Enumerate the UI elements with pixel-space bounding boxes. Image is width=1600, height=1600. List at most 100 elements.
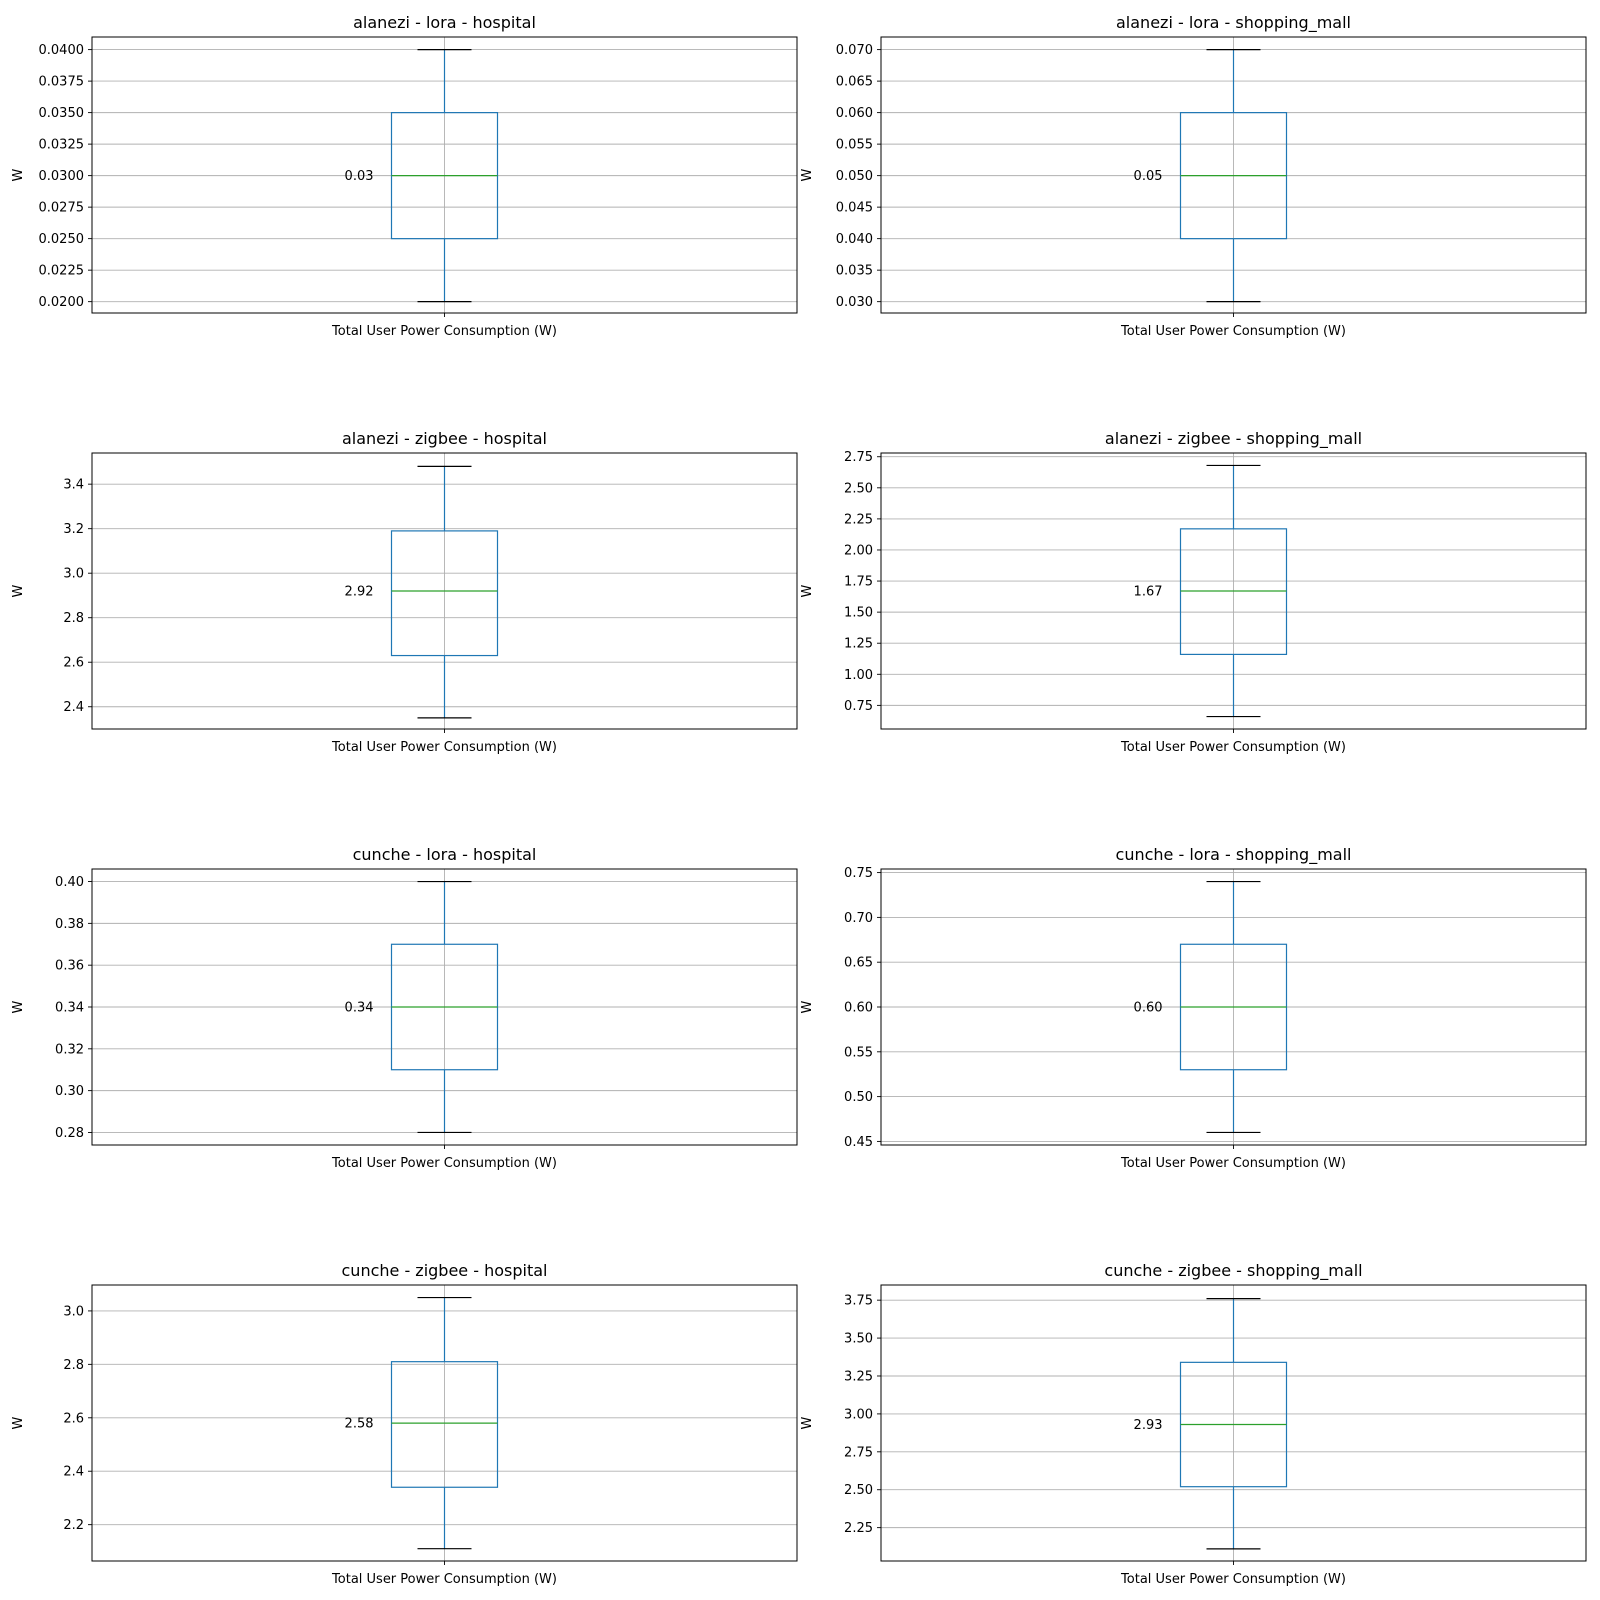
y-tick-label: 0.34 [55,1001,84,1016]
x-tick-label: Total User Power Consumption (W) [331,1572,557,1587]
y-axis-label: W [800,1000,815,1013]
y-tick-label: 3.00 [844,1407,873,1422]
y-tick-label: 2.75 [844,450,873,465]
y-tick-label: 0.50 [844,1090,873,1105]
y-tick-label: 0.0300 [39,169,85,184]
y-axis-label: W [800,1416,815,1429]
subplot-title: alanezi - lora - shopping_mall [1116,13,1351,33]
y-tick-label: 0.0375 [39,75,85,90]
y-axis-label: W [11,584,26,597]
x-tick-label: Total User Power Consumption (W) [1120,740,1346,755]
y-tick-label: 1.25 [844,637,873,652]
y-tick-label: 2.00 [844,543,873,558]
y-tick-label: 0.050 [836,169,873,184]
y-tick-label: 1.50 [844,606,873,621]
median-label: 0.60 [1134,1001,1163,1016]
iqr-box [390,1361,499,1488]
y-tick-label: 0.055 [836,138,873,153]
y-tick-label: 0.045 [836,201,873,216]
subplot-3: 2.4 2.6 2.8 3.0 3.2 3.4 2.92 Total User Power C… [11,429,798,755]
median-label: 0.05 [1134,169,1163,184]
subplot-5: 0.28 0.30 0.32 0.34 0.36 0.38 0.40 0.34 Total Us… [11,845,798,1171]
y-tick-label: 2.6 [63,656,84,671]
y-tick-label: 1.00 [844,668,873,683]
y-tick-label: 2.25 [844,1521,873,1536]
y-tick-label: 2.75 [844,1445,873,1460]
median-label: 0.03 [345,169,374,184]
y-tick-label: 0.40 [55,875,84,890]
y-tick-label: 3.0 [63,1304,84,1319]
y-tick-label: 0.0250 [39,232,85,247]
subplot-title: cunche - lora - shopping_mall [1116,845,1352,865]
y-tick-label: 0.065 [836,75,873,90]
y-tick-label: 2.6 [63,1411,84,1426]
y-tick-label: 3.50 [844,1332,873,1347]
y-tick-label: 0.0200 [39,295,85,310]
median-label: 1.67 [1134,585,1163,600]
y-tick-label: 0.38 [55,917,84,932]
y-tick-label: 0.0225 [39,264,85,279]
y-tick-label: 2.2 [63,1518,84,1533]
y-axis-label: W [800,168,815,181]
y-tick-label: 0.0350 [39,106,85,121]
median-label: 2.58 [345,1417,374,1432]
y-tick-label: 0.060 [836,106,873,121]
median-label: 0.34 [345,1001,374,1016]
subplot-6: 0.45 0.50 0.55 0.60 0.65 0.70 0.75 0.60 Total Us… [800,845,1587,1171]
y-tick-label: 2.8 [63,1358,84,1373]
y-tick-label: 0.32 [55,1042,84,1057]
y-tick-label: 3.75 [844,1294,873,1309]
y-tick-label: 2.25 [844,512,873,527]
y-tick-label: 3.0 [63,567,84,582]
y-tick-label: 0.040 [836,232,873,247]
subplot-2: 0.030 0.035 0.040 0.045 0.050 0.055 0.060 0.065… [800,13,1587,339]
subplot-title: cunche - zigbee - shopping_mall [1104,1261,1362,1281]
y-tick-label: 0.45 [844,1135,873,1150]
median-label: 2.92 [345,585,374,600]
subplot-title: cunche - lora - hospital [353,845,537,864]
y-tick-label: 0.60 [844,1001,873,1016]
iqr-box [390,530,499,657]
y-tick-label: 3.4 [63,478,84,493]
y-tick-label: 0.030 [836,295,873,310]
y-tick-label: 0.0400 [39,43,85,58]
subplot-7: 2.2 2.4 2.6 2.8 3.0 2.58 Total User Power Cons… [11,1261,798,1587]
y-tick-label: 2.50 [844,1483,873,1498]
y-axis-label: W [800,584,815,597]
y-tick-label: 2.4 [63,700,84,715]
x-tick-label: Total User Power Consumption (W) [331,1156,557,1171]
subplot-4: 0.75 1.00 1.25 1.50 1.75 2.00 2.25 2.50 2.75 1.67… [800,429,1587,755]
y-tick-label: 0.070 [836,43,873,58]
median-label: 2.93 [1134,1418,1163,1433]
y-tick-label: 0.035 [836,264,873,279]
y-tick-label: 0.0325 [39,138,85,153]
y-tick-label: 0.36 [55,959,84,974]
x-tick-label: Total User Power Consumption (W) [331,740,557,755]
subplot-8: 2.25 2.50 2.75 3.00 3.25 3.50 3.75 2.93 Total Us… [800,1261,1587,1587]
subplot-title: alanezi - zigbee - hospital [342,429,547,448]
y-tick-label: 1.75 [844,575,873,590]
x-tick-label: Total User Power Consumption (W) [1120,1572,1346,1587]
subplot-1: 0.0200 0.0225 0.0250 0.0275 0.0300 0.0325 0.03… [11,13,798,339]
subplot-title: cunche - zigbee - hospital [342,1261,548,1280]
y-tick-label: 0.75 [844,866,873,881]
y-tick-label: 2.8 [63,611,84,626]
x-tick-label: Total User Power Consumption (W) [1120,1156,1346,1171]
y-tick-label: 0.28 [55,1126,84,1141]
iqr-box [1179,528,1288,656]
y-tick-label: 0.70 [844,911,873,926]
y-axis-label: W [11,168,26,181]
y-tick-label: 0.75 [844,699,873,714]
y-tick-label: 0.0275 [39,201,85,216]
x-tick-label: Total User Power Consumption (W) [1120,324,1346,339]
subplot-title: alanezi - lora - hospital [353,13,536,32]
y-tick-label: 0.65 [844,956,873,971]
y-tick-label: 2.4 [63,1465,84,1480]
y-axis-label: W [11,1416,26,1429]
y-tick-label: 0.30 [55,1084,84,1099]
subplot-title: alanezi - zigbee - shopping_mall [1105,429,1362,449]
y-tick-label: 0.55 [844,1045,873,1060]
y-tick-label: 3.25 [844,1369,873,1384]
y-tick-label: 2.50 [844,481,873,496]
